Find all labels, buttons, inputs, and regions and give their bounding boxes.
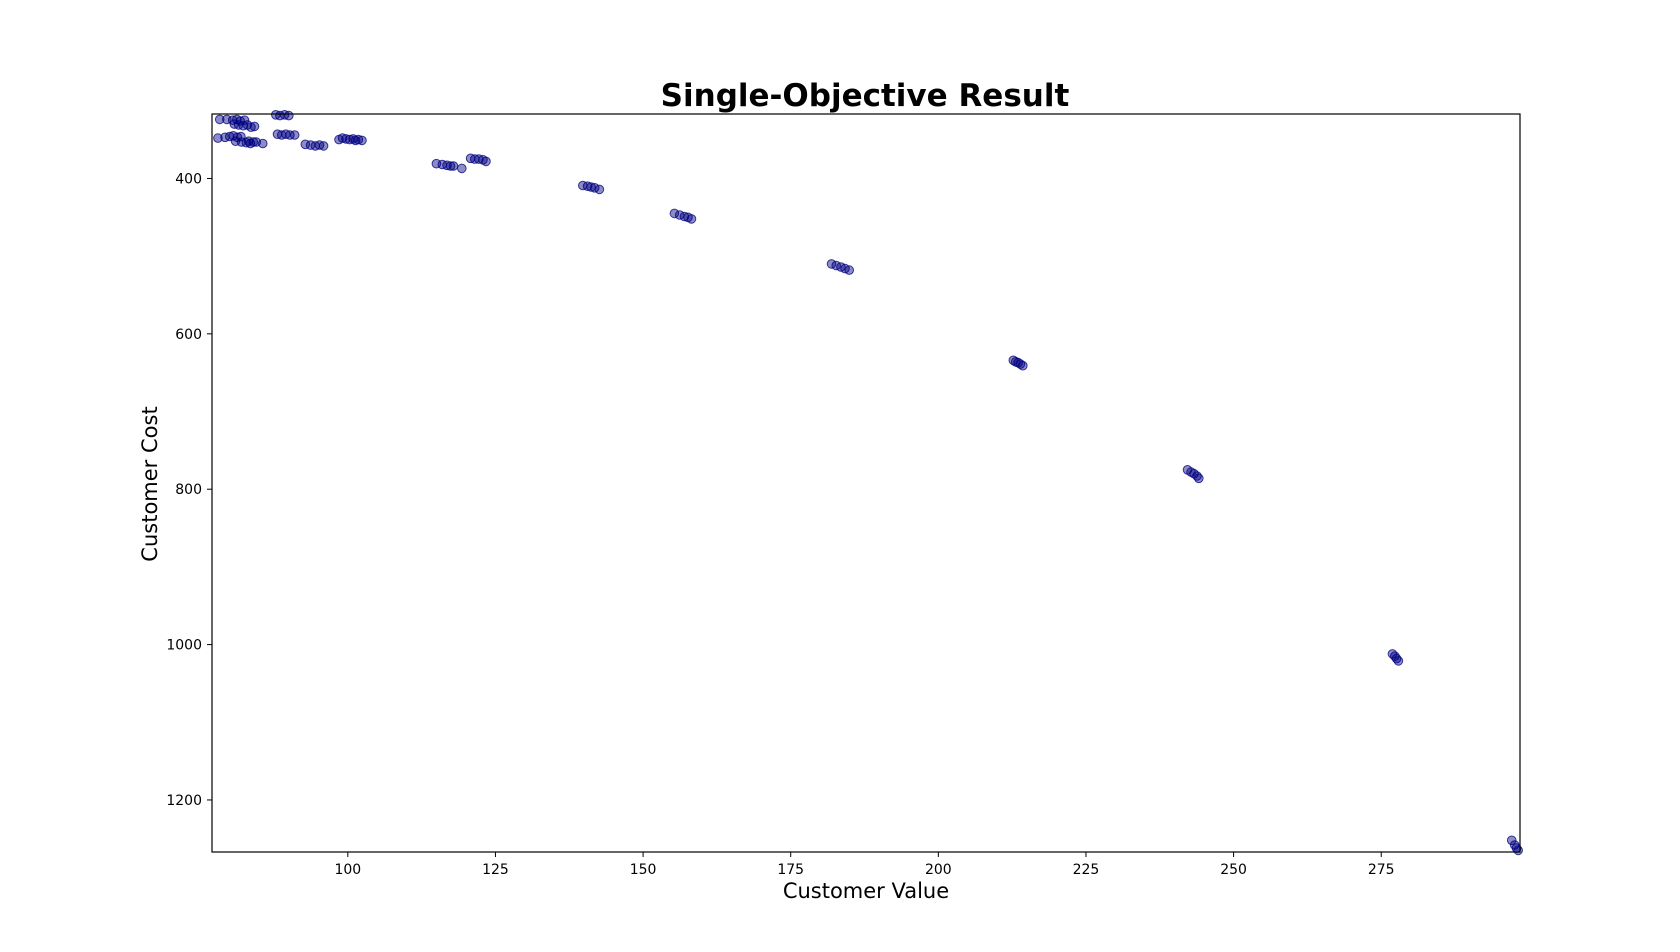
data-point	[1513, 845, 1523, 856]
chart-title: Single-Objective Result	[661, 78, 1070, 114]
y-tick-label: 600	[175, 327, 202, 343]
y-axis-ticks: 400 600 800 1000 1200	[166, 171, 212, 809]
x-tick-label: 225	[1073, 862, 1100, 878]
data-point	[582, 181, 593, 191]
data-point	[679, 211, 690, 222]
y-tick-label: 400	[175, 171, 202, 187]
y-tick-label: 1200	[166, 793, 202, 809]
x-axis-ticks: 100 125 150 175 200 225 250 275	[334, 852, 1395, 878]
data-point	[594, 184, 605, 195]
data-point	[448, 161, 459, 171]
data-point	[357, 135, 367, 146]
data-point	[353, 134, 364, 145]
data-points	[213, 110, 1523, 856]
x-tick-label: 175	[777, 862, 804, 878]
data-point	[248, 137, 259, 147]
x-axis-label: Customer Value	[783, 879, 949, 903]
data-point	[669, 208, 680, 219]
data-point	[686, 214, 697, 224]
data-point	[318, 141, 329, 151]
plot-area-frame	[211, 113, 1521, 853]
data-point	[246, 122, 256, 132]
data-point	[214, 114, 225, 125]
data-point	[844, 265, 855, 275]
x-tick-label: 250	[1220, 862, 1247, 878]
data-point	[236, 137, 247, 147]
data-point	[445, 161, 456, 171]
data-point	[341, 134, 351, 144]
data-point	[1194, 473, 1204, 484]
data-point	[284, 110, 294, 121]
data-point	[249, 121, 260, 132]
data-point	[285, 130, 295, 140]
data-point	[213, 133, 223, 143]
data-point	[337, 133, 348, 143]
data-point	[457, 163, 467, 174]
x-tick-label: 100	[334, 862, 361, 878]
data-point	[1506, 835, 1517, 846]
data-point	[481, 156, 491, 167]
y-tick-label: 1000	[166, 638, 202, 654]
data-point	[1393, 656, 1404, 666]
data-point	[289, 130, 300, 140]
data-point	[258, 138, 268, 149]
x-tick-label: 125	[482, 862, 509, 878]
x-tick-label: 150	[630, 862, 657, 878]
y-tick-label: 800	[175, 482, 202, 498]
x-tick-label: 275	[1368, 862, 1395, 878]
y-axis-label: Customer Cost	[138, 406, 162, 561]
data-point	[1018, 360, 1028, 371]
x-tick-label: 200	[925, 862, 952, 878]
